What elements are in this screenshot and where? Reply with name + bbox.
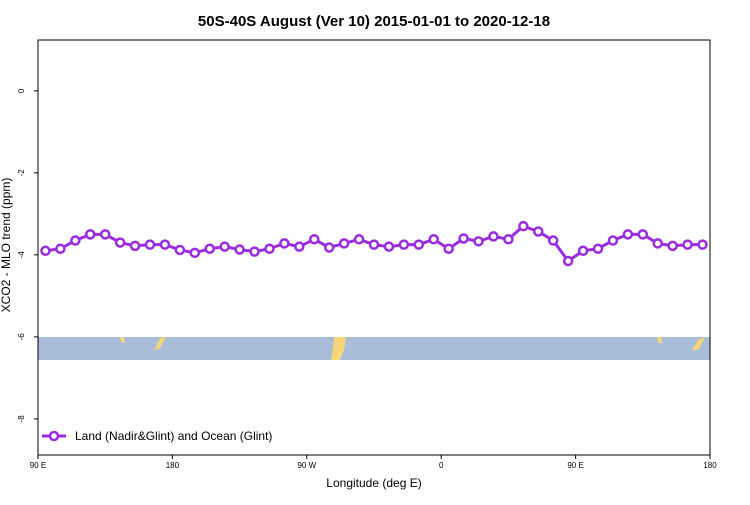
legend-marker <box>48 430 60 442</box>
data-point <box>114 237 126 248</box>
land-patch <box>657 337 662 344</box>
data-point <box>533 226 544 237</box>
data-point <box>503 234 514 245</box>
data-point <box>249 246 260 257</box>
y-tick-label: 0 <box>17 88 26 93</box>
data-point <box>234 244 245 255</box>
data-point <box>204 243 215 254</box>
data-point <box>144 239 156 250</box>
data-point <box>488 231 499 242</box>
x-tick-label: 0 <box>439 461 444 470</box>
data-point <box>85 229 96 240</box>
data-point <box>189 247 201 259</box>
x-axis-label: Longitude (deg E) <box>326 476 421 490</box>
x-tick-label: 180 <box>166 461 180 470</box>
data-point <box>562 255 574 267</box>
y-tick-label: -4 <box>17 251 26 259</box>
y-axis-label: XCO2 - MLO trend (ppm) <box>0 178 13 313</box>
data-point <box>99 229 111 240</box>
land-patch <box>154 337 166 351</box>
data-point <box>264 243 275 254</box>
data-point <box>40 245 51 257</box>
data-point <box>159 239 171 250</box>
chart-title: 50S-40S August (Ver 10) 2015-01-01 to 20… <box>198 13 550 30</box>
legend-label: Land (Nadir&Glint) and Ocean (Glint) <box>75 429 272 443</box>
data-point <box>622 229 634 240</box>
data-point <box>294 241 305 252</box>
data-point <box>353 234 365 245</box>
land-patch <box>331 337 346 360</box>
data-point <box>697 239 708 250</box>
data-point <box>323 242 335 253</box>
data-point <box>309 234 320 245</box>
data-point <box>667 240 678 252</box>
land-ocean-band <box>38 337 710 360</box>
data-point <box>518 220 529 232</box>
x-tick-label: 90 E <box>30 461 46 470</box>
data-point <box>398 239 410 250</box>
y-tick-label: -8 <box>17 415 26 423</box>
x-tick-label: 90 W <box>297 461 316 470</box>
data-point <box>368 239 380 250</box>
data-point <box>637 229 649 240</box>
data-point <box>443 243 454 254</box>
data-point <box>279 238 290 249</box>
data-point <box>219 241 230 252</box>
data-point <box>682 239 693 250</box>
data-point <box>55 243 66 254</box>
data-point <box>413 239 425 250</box>
y-tick-label: -2 <box>17 169 26 177</box>
data-point <box>577 245 589 257</box>
y-tick-label: -6 <box>17 333 26 341</box>
data-point <box>592 243 604 254</box>
ocean-band <box>38 337 710 360</box>
data-point <box>607 235 619 246</box>
land-patch <box>120 337 125 343</box>
data-point <box>473 236 484 247</box>
land-patch <box>692 337 705 351</box>
data-point <box>174 244 186 256</box>
data-point <box>428 234 439 245</box>
data-point <box>458 233 469 244</box>
data-point <box>547 235 559 246</box>
x-tick-label: 90 E <box>567 461 583 470</box>
x-tick-label: 180 <box>703 461 717 470</box>
data-point <box>338 238 350 249</box>
data-point <box>129 240 141 252</box>
data-point <box>652 238 663 249</box>
data-point <box>383 241 395 252</box>
plot-frame <box>37 39 711 456</box>
data-point <box>70 235 81 246</box>
